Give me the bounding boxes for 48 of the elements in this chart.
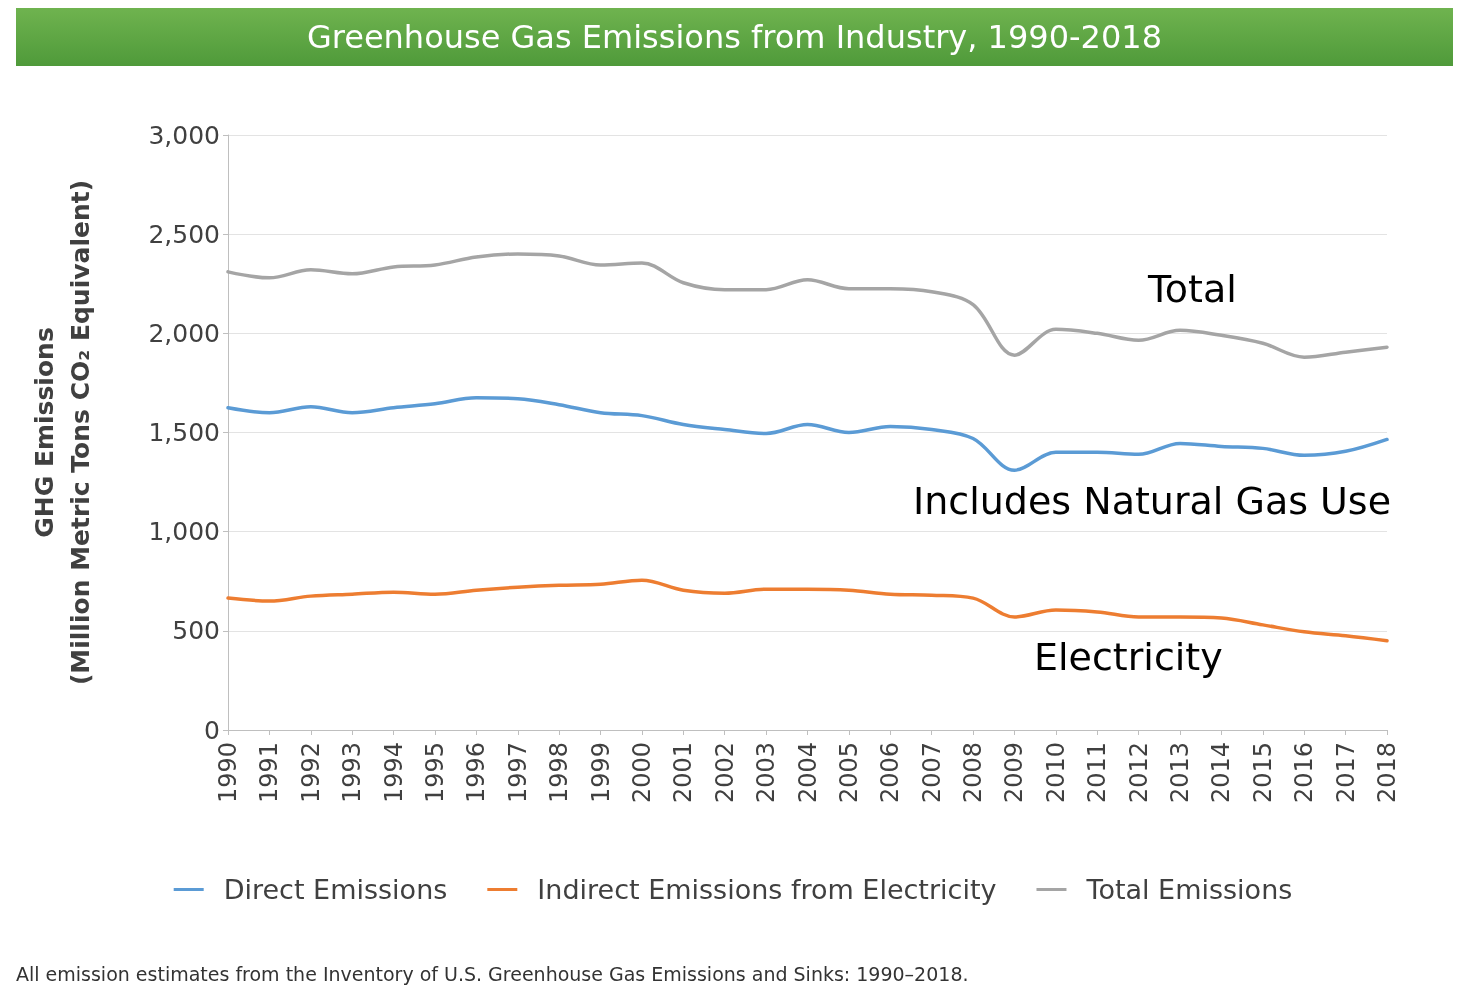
x-tick-label: 2015 bbox=[1248, 742, 1277, 804]
y-tick-label: 2,500 bbox=[148, 219, 220, 249]
x-tick-label: 2011 bbox=[1083, 742, 1112, 804]
x-tick-label: 2000 bbox=[627, 742, 656, 804]
legend-label: Direct Emissions bbox=[223, 874, 448, 905]
x-tick-label: 2008 bbox=[959, 742, 988, 804]
y-tick-label: 1,500 bbox=[148, 418, 220, 447]
text: All emission estimates from the Inventory of U.S. Greenhouse Gas Emissions and Sinks: 1990–2018. bbox=[16, 963, 969, 985]
x-tick-label: 2005 bbox=[834, 742, 863, 804]
y-axis-title: GHG Emissions (Million Metric Tons CO₂ Equivalent) bbox=[29, 179, 95, 686]
y-tick-label: 0 bbox=[204, 715, 220, 745]
x-tick-label: 2004 bbox=[793, 742, 822, 804]
x-tick-label: 2003 bbox=[752, 742, 781, 804]
x-tick-label: 1999 bbox=[586, 742, 615, 804]
x-tick-label: 1998 bbox=[545, 742, 574, 804]
x-tick-label: 1994 bbox=[379, 742, 408, 804]
annotation: Electricity bbox=[1034, 635, 1223, 679]
line-series bbox=[226, 396, 1389, 472]
line-series bbox=[226, 252, 1389, 359]
line-series bbox=[226, 578, 1389, 643]
legend-label: Indirect Emissions from Electricity bbox=[537, 874, 997, 905]
chart-title: Greenhouse Gas Emissions from Industry, 1990-2018 bbox=[16, 8, 1453, 66]
x-tick-label: 1991 bbox=[255, 742, 284, 804]
x-tick-label: 2010 bbox=[1041, 742, 1070, 804]
y-tick-label: 1,000 bbox=[148, 517, 220, 547]
y-tick-label: 3,000 bbox=[148, 120, 220, 150]
legend-label: Total Emissions bbox=[1085, 874, 1293, 905]
x-tick-label: 1996 bbox=[462, 742, 491, 804]
x-tick-label: 2012 bbox=[1124, 742, 1153, 804]
y-tick-label: 2,000 bbox=[148, 318, 220, 348]
x-tick-label: 2007 bbox=[917, 742, 946, 804]
annotation: Total bbox=[1148, 267, 1237, 311]
x-tick-label: 1997 bbox=[503, 742, 532, 804]
annotation: Includes Natural Gas Use bbox=[913, 479, 1392, 523]
x-tick-label: 1990 bbox=[214, 742, 242, 804]
x-tick-label: 2018 bbox=[1373, 742, 1401, 804]
x-tick-label: 1995 bbox=[420, 742, 449, 804]
x-tick-label: 2002 bbox=[710, 742, 739, 804]
x-tick-label: 2006 bbox=[876, 742, 905, 804]
x-tick-label: 2016 bbox=[1290, 742, 1319, 804]
y-tick-label: 500 bbox=[172, 616, 220, 646]
x-tick-label: 2001 bbox=[669, 742, 698, 804]
x-tick-label: 1993 bbox=[338, 742, 367, 804]
x-tick-label: 2017 bbox=[1331, 742, 1360, 804]
x-tick-label: 2009 bbox=[1000, 742, 1029, 804]
x-tick-label: 2013 bbox=[1166, 742, 1195, 804]
x-tick-label: 1992 bbox=[296, 742, 325, 804]
x-tick-label: 2014 bbox=[1207, 742, 1236, 804]
